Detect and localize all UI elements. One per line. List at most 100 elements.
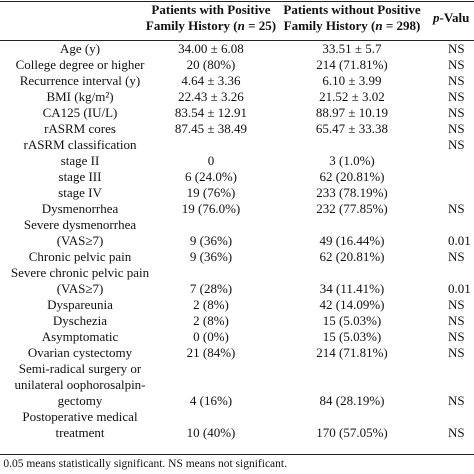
value-negative-history: 42 (14.09%) (319, 297, 385, 312)
p-value: NS (448, 89, 465, 104)
row-label: Postoperative medical treatment (0, 409, 200, 441)
table-row: CA125 (IU/L) 83.54 ± 12.91 88.97 ± 10.19 NS (0, 105, 474, 121)
header-positive-n: n (237, 18, 245, 33)
p-value: NS (448, 425, 465, 440)
header-p-value: p-Valu (433, 10, 474, 26)
table-row: rASRM cores 87.45 ± 38.49 65.47 ± 33.38 NS (0, 121, 474, 137)
table-row: College degree or higher 20 (80%) 214 (71.… (0, 57, 474, 73)
header-p-rest: -Valu (439, 10, 470, 25)
row-label: Severe chronic pelvic pain (VAS≥7) (0, 265, 200, 297)
table-row: Age (y) 34.00 ± 6.08 33.51 ± 5.7 NS (0, 41, 474, 57)
row-label-line: rASRM classification (23, 137, 137, 152)
row-label: stage IV (0, 185, 200, 201)
header-positive-history: Patients with Positive Family History (n… (142, 2, 280, 34)
value-positive-history: 6 (24.0%) (185, 169, 237, 184)
row-label-line: Postoperative medical (22, 409, 138, 424)
value-negative-history: 233 (78.19%) (316, 185, 388, 200)
row-label: rASRM classification (0, 137, 200, 153)
row-label-line: BMI (kg/m²) (46, 89, 114, 104)
value-positive-history: 9 (36%) (189, 233, 233, 248)
row-label-line: rASRM cores (44, 121, 116, 136)
value-positive-history: 10 (40%) (186, 425, 236, 440)
value-positive-history: 9 (36%) (189, 249, 233, 264)
table-row: Postoperative medical treatment 10 (40%) 17… (0, 409, 474, 441)
p-value: NS (448, 201, 465, 216)
value-positive-history: 2 (8%) (193, 297, 229, 312)
row-label: rASRM cores (0, 121, 200, 137)
value-positive-history: 83.54 ± 12.91 (174, 105, 248, 120)
row-label: College degree or higher (0, 57, 200, 73)
header-positive-line2: Family History (n = 25) (142, 18, 280, 34)
row-label: Dysmenorrhea (0, 201, 200, 217)
value-negative-history: 33.51 ± 5.7 (322, 41, 382, 56)
value-negative-history: 170 (57.05%) (316, 425, 388, 440)
p-value: NS (448, 345, 465, 360)
header-negative-line1: Patients without Positive (283, 2, 421, 17)
p-value: NS (448, 105, 465, 120)
row-label-line: (VAS≥7) (56, 233, 104, 248)
row-label-line: CA125 (IU/L) (42, 105, 118, 120)
row-label-line: Dysmenorrhea (41, 201, 119, 216)
row-label: Recurrence interval (y) (0, 73, 200, 89)
value-negative-history: 21.52 ± 3.02 (319, 89, 385, 104)
row-label-line: Dyspareunia (47, 297, 113, 312)
p-value: NS (448, 297, 465, 312)
value-negative-history: 214 (71.81%) (316, 345, 388, 360)
row-label: Ovarian cystectomy (0, 345, 200, 361)
p-value: NS (448, 57, 465, 72)
row-label-line: stage IV (58, 185, 102, 200)
row-label-line: Semi-radical surgery or (18, 361, 142, 376)
row-label-line: treatment (55, 425, 105, 440)
table-row: Dysmenorrhea 19 (76.0%) 232 (77.85%) NS (0, 201, 474, 217)
table-header-rule (0, 40, 474, 41)
value-negative-history: 49 (16.44%) (319, 233, 385, 248)
table-row: Dyschezia 2 (8%) 15 (5.03%) NS (0, 313, 474, 329)
value-negative-history: 15 (5.03%) (322, 313, 382, 328)
table-row: Severe chronic pelvic pain (VAS≥7) 7 (28%)… (0, 265, 474, 297)
value-positive-history: 19 (76%) (186, 185, 236, 200)
value-positive-history: 0 (0%) (193, 329, 229, 344)
row-label-line: unilateral oophorosalpin- (14, 377, 146, 392)
table-row: Semi-radical surgery or unilateral oophor… (0, 361, 474, 409)
header-positive-suffix: = 25) (244, 18, 277, 33)
table-top-rule (0, 1, 474, 2)
table-bottom-rule (0, 454, 474, 455)
header-negative-prefix: Family History ( (283, 18, 376, 33)
row-label: Semi-radical surgery or unilateral oophor… (0, 361, 200, 409)
value-positive-history: 21 (84%) (186, 345, 236, 360)
value-positive-history: 20 (80%) (186, 57, 236, 72)
value-negative-history: 15 (5.03%) (322, 329, 382, 344)
row-label-line: gectomy (57, 393, 103, 408)
row-label: stage II (0, 153, 200, 169)
p-value: NS (448, 41, 465, 56)
value-positive-history: 4 (16%) (189, 393, 233, 408)
p-value: 0.01 (448, 233, 471, 248)
row-label-line: College degree or higher (15, 57, 145, 72)
header-p-italic: p (433, 10, 440, 25)
row-label-line: Recurrence interval (y) (19, 73, 141, 88)
value-negative-history: 84 (28.19%) (319, 393, 385, 408)
row-label: Age (y) (0, 41, 200, 57)
row-label-line: stage II (60, 153, 100, 168)
row-label: Asymptomatic (0, 329, 200, 345)
table-row: BMI (kg/m²) 22.43 ± 3.26 21.52 ± 3.02 NS (0, 89, 474, 105)
table-row: rASRM classification NS (0, 137, 474, 153)
table-footnote: < 0.05 means statistically significant. … (0, 458, 287, 470)
row-label-line: Dyschezia (52, 313, 108, 328)
row-label: Chronic pelvic pain (0, 249, 200, 265)
value-negative-history: 232 (77.85%) (316, 201, 388, 216)
row-label-line: (VAS≥7) (56, 281, 104, 296)
table-row: stage III 6 (24.0%) 62 (20.81%) (0, 169, 474, 185)
table-row: stage II 0 3 (1.0%) (0, 153, 474, 169)
table-row: Ovarian cystectomy 21 (84%) 214 (71.81%) NS (0, 345, 474, 361)
p-value: NS (448, 73, 465, 88)
header-positive-prefix: Family History ( (145, 18, 238, 33)
row-label-line: Ovarian cystectomy (27, 345, 133, 360)
row-label: BMI (kg/m²) (0, 89, 200, 105)
table-row: Chronic pelvic pain 9 (36%) 62 (20.81%) NS (0, 249, 474, 265)
row-label-line: Severe dysmenorrhea (23, 217, 137, 232)
header-negative-n: n (375, 18, 383, 33)
p-value: NS (448, 249, 465, 264)
value-positive-history: 4.64 ± 3.36 (181, 73, 241, 88)
